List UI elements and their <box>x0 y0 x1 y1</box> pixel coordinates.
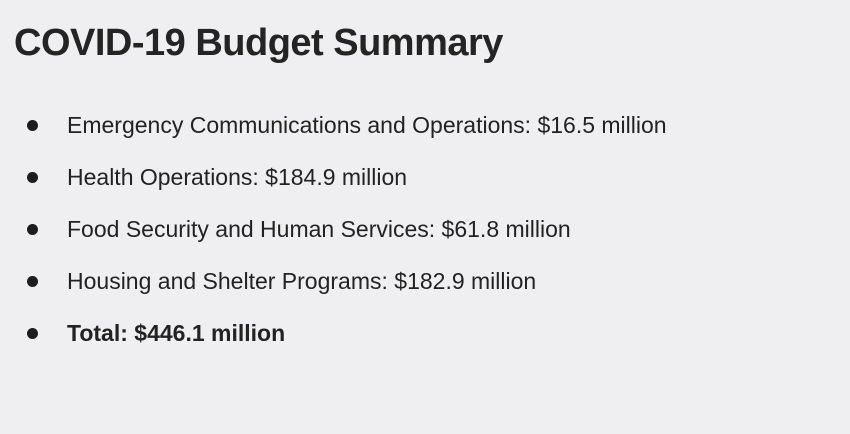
bullet-text-total: Total: $446.1 million <box>67 320 286 346</box>
bullet-text: Housing and Shelter Programs: $182.9 mil… <box>67 268 537 294</box>
bullet-text: Emergency Communications and Operations:… <box>67 112 667 138</box>
bullet-dot-icon <box>27 224 38 235</box>
bullet-dot-icon <box>27 172 38 183</box>
bullet-text: Health Operations: $184.9 million <box>67 164 408 190</box>
bullet-dot-icon <box>27 328 38 339</box>
bullet-dot-icon <box>27 120 38 131</box>
bullet-dot-icon <box>27 276 38 287</box>
bullet-text: Food Security and Human Services: $61.8 … <box>67 216 571 242</box>
page-title: COVID-19 Budget Summary <box>14 22 503 64</box>
